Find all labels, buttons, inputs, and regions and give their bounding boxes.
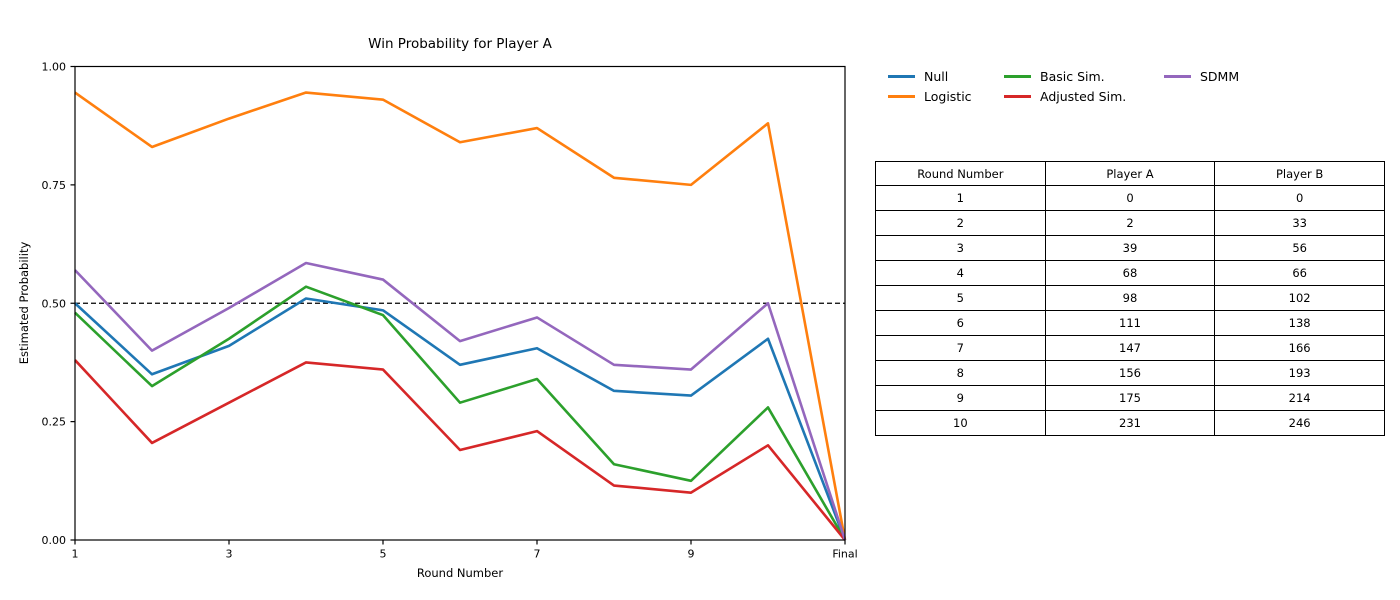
y-tick-label: 0.75 [42, 179, 67, 192]
legend-label: SDMM [1200, 68, 1240, 84]
y-axis-label: Estimated Probability [17, 241, 31, 365]
table-cell: 193 [1214, 360, 1385, 386]
legend-column: SDMM [1164, 66, 1274, 106]
table-row: 6 111 138 [875, 310, 1385, 336]
table-cell: 33 [1214, 210, 1385, 236]
chart-title: Win Probability for Player A [368, 36, 552, 52]
table-cell: 231 [1044, 410, 1216, 436]
y-tick-label: 0.00 [42, 534, 67, 547]
win-probability-chart: 1 3 5 7 9 Final 0.00 0.25 0.50 0.75 1.00 [42, 61, 858, 561]
table-row: 5 98 102 [875, 285, 1385, 311]
table-row: 10 231 246 [875, 410, 1385, 436]
legend-item-adjusted-sim: Adjusted Sim. [1004, 86, 1164, 106]
series-line-adjusted-sim [74, 359, 847, 541]
table-row: 2 2 33 [875, 210, 1385, 236]
table-cell: 0 [1214, 185, 1385, 211]
table-cell: 2 [1044, 210, 1216, 236]
series-line-basic-sim [74, 285, 847, 541]
table-cell: 166 [1214, 335, 1385, 361]
chart-legend: Null Logistic Basic Sim. Adjusted Sim. SDMM [888, 66, 1274, 106]
table-cell: 175 [1044, 385, 1216, 411]
table-cell: 39 [1044, 235, 1216, 261]
legend-line-swatch [1004, 94, 1031, 98]
table-cell: 68 [1044, 260, 1216, 286]
table-cell: 138 [1214, 310, 1385, 336]
table-cell: 9 [875, 385, 1046, 411]
table-row: 9 175 214 [875, 385, 1385, 411]
table-cell: 102 [1214, 285, 1385, 311]
table-cell: 246 [1214, 410, 1385, 436]
table-header-cell: Player B [1214, 161, 1385, 186]
table-cell: 2 [875, 210, 1046, 236]
y-tick-label: 1.00 [42, 61, 67, 74]
table-row: 7 147 166 [875, 335, 1385, 361]
table-cell: 3 [875, 235, 1046, 261]
table-header-cell: Round Number [875, 161, 1046, 186]
legend-column: Null Logistic [888, 66, 1004, 106]
x-tick-label: 9 [688, 548, 695, 561]
table-row: 3 39 56 [875, 235, 1385, 261]
legend-item-null: Null [888, 66, 1004, 86]
x-tick-label: Final [832, 548, 857, 561]
table-cell: 214 [1214, 385, 1385, 411]
table-cell: 6 [875, 310, 1046, 336]
table-cell: 0 [1044, 185, 1216, 211]
table-cell: 156 [1044, 360, 1216, 386]
legend-line-swatch [888, 94, 915, 98]
table-row: 8 156 193 [875, 360, 1385, 386]
match-score-table: Round Number Player A Player B 1 0 0 2 2 33 3 39 5… [875, 161, 1385, 436]
table-cell: 1 [875, 185, 1046, 211]
table-cell: 66 [1214, 260, 1385, 286]
table-header-row: Round Number Player A Player B [875, 161, 1385, 186]
table-cell: 5 [875, 285, 1046, 311]
x-tick-label: 3 [226, 548, 233, 561]
x-axis-label: Round Number [416, 566, 504, 580]
legend-line-swatch [1164, 74, 1191, 78]
x-tick-label: 7 [534, 548, 541, 561]
table-cell: 111 [1044, 310, 1216, 336]
legend-item-sdmm: SDMM [1164, 66, 1274, 86]
table-cell: 98 [1044, 285, 1216, 311]
legend-item-basic-sim: Basic Sim. [1004, 66, 1164, 86]
legend-label: Null [924, 68, 949, 84]
legend-label: Basic Sim. [1040, 68, 1105, 84]
table-row: 4 68 66 [875, 260, 1385, 286]
legend-column: Basic Sim. Adjusted Sim. [1004, 66, 1164, 106]
x-tick-label: 5 [380, 548, 387, 561]
legend-line-swatch [1004, 74, 1031, 78]
legend-label: Logistic [924, 88, 972, 104]
series-line-logistic [74, 91, 847, 541]
legend-label: Adjusted Sim. [1040, 88, 1127, 104]
legend-line-swatch [888, 74, 915, 78]
table-cell: 10 [875, 410, 1046, 436]
y-tick-label: 0.50 [42, 297, 67, 310]
table-cell: 147 [1044, 335, 1216, 361]
table-header-cell: Player A [1044, 161, 1216, 186]
x-tick-label: 1 [72, 548, 79, 561]
table-cell: 56 [1214, 235, 1385, 261]
y-tick-label: 0.25 [42, 416, 67, 429]
table-cell: 7 [875, 335, 1046, 361]
series-line-sdmm [74, 261, 847, 541]
legend-item-logistic: Logistic [888, 86, 1004, 106]
table-cell: 4 [875, 260, 1046, 286]
table-cell: 8 [875, 360, 1046, 386]
